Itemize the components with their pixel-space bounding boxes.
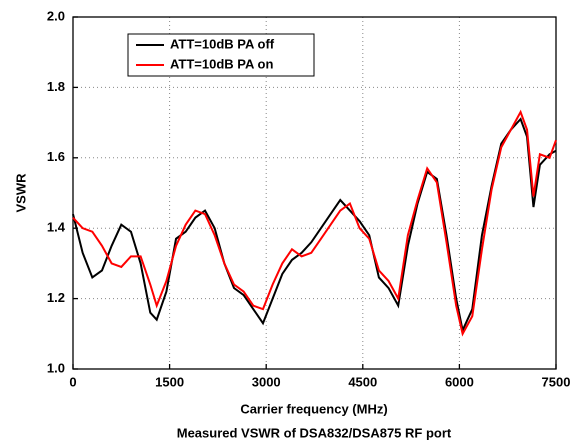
x-tick-label: 4500 bbox=[348, 374, 377, 389]
legend-label: ATT=10dB PA off bbox=[170, 36, 275, 51]
y-tick-label: 1.0 bbox=[47, 360, 65, 375]
series-line bbox=[72, 109, 557, 337]
y-tick-label: 2.0 bbox=[47, 8, 65, 23]
series-line bbox=[72, 117, 557, 334]
y-tick-label: 1.8 bbox=[47, 79, 65, 94]
y-tick-label: 1.2 bbox=[47, 290, 65, 305]
x-tick-label: 1500 bbox=[155, 374, 184, 389]
x-tick-label: 7500 bbox=[542, 374, 571, 389]
plot-frame bbox=[72, 16, 557, 370]
x-tick-label: 6000 bbox=[445, 374, 474, 389]
y-axis-label: VSWR bbox=[13, 173, 28, 213]
x-tick-label: 0 bbox=[69, 374, 76, 389]
legend-label: ATT=10dB PA on bbox=[170, 56, 273, 71]
x-axis-label: Carrier frequency (MHz) bbox=[240, 401, 387, 416]
legend-box bbox=[127, 33, 315, 77]
x-tick-label: 3000 bbox=[252, 374, 281, 389]
chart-title: Measured VSWR of DSA832/DSA875 RF port bbox=[177, 425, 452, 440]
y-tick-label: 1.4 bbox=[47, 220, 66, 235]
y-tick-label: 1.6 bbox=[47, 149, 65, 164]
